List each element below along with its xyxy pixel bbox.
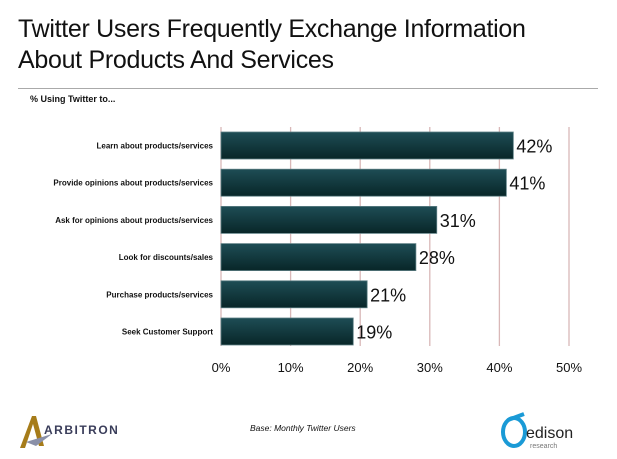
category-label: Ask for opinions about products/services	[55, 216, 213, 225]
x-tick-label: 30%	[417, 360, 443, 375]
category-label: Purchase products/services	[106, 290, 213, 299]
title-divider	[18, 88, 598, 89]
category-label: Seek Customer Support	[122, 328, 213, 337]
x-tick-label: 50%	[556, 360, 582, 375]
category-label: Look for discounts/sales	[119, 253, 214, 262]
x-tick-label: 40%	[486, 360, 512, 375]
data-label: 28%	[419, 248, 455, 268]
chart-subtitle: % Using Twitter to...	[30, 94, 116, 104]
category-label: Learn about products/services	[97, 142, 214, 151]
data-label: 31%	[440, 211, 476, 231]
data-label: 19%	[356, 323, 392, 343]
edison-research-logo: edison research	[500, 412, 610, 457]
bar	[220, 317, 354, 346]
data-label: 41%	[509, 174, 545, 194]
svg-text:edison: edison	[526, 425, 573, 442]
category-label: Provide opinions about products/services	[53, 179, 213, 188]
svg-text:research: research	[530, 443, 557, 450]
data-label: 21%	[370, 285, 406, 305]
arbitron-logo: ARBITRON	[14, 412, 134, 457]
x-tick-label: 20%	[347, 360, 373, 375]
bar	[220, 131, 514, 160]
bar	[220, 280, 368, 309]
bar	[220, 243, 417, 272]
bar	[220, 205, 438, 234]
base-note: Base: Monthly Twitter Users	[250, 423, 356, 433]
bar	[220, 168, 507, 197]
svg-text:ARBITRON: ARBITRON	[44, 423, 119, 437]
x-tick-label: 10%	[278, 360, 304, 375]
data-label: 42%	[516, 137, 552, 157]
chart-title: Twitter Users Frequently Exchange Inform…	[18, 15, 526, 74]
bar-chart: 0% 10% 20% 30% 40% 50% Learn about products/se…	[53, 127, 582, 375]
x-tick-label: 0%	[212, 360, 231, 375]
